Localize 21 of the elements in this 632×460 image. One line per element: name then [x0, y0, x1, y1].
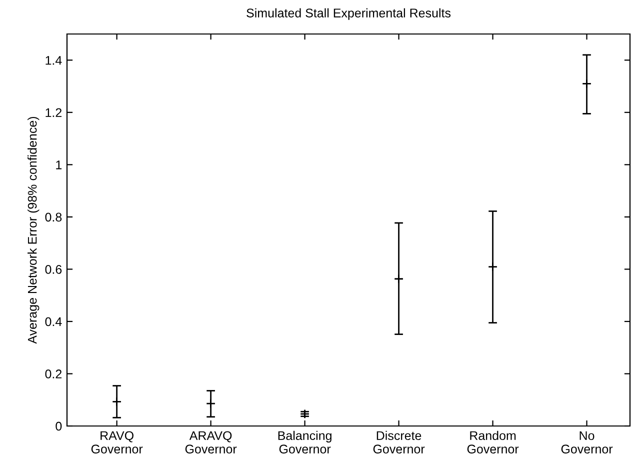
y-tick-label: 0.4 — [45, 317, 62, 326]
point — [112, 396, 122, 407]
y-tick-label: 1.2 — [46, 108, 62, 117]
chart-title: Simulated Stall Experimental Results — [246, 8, 451, 20]
point — [582, 78, 592, 89]
y-tick-label: 0 — [56, 422, 62, 431]
x-tick-label: ARAVQ Governor — [185, 431, 237, 454]
x-tick-label: RAVQ Governor — [91, 431, 143, 454]
y-tick-label: 1 — [56, 160, 62, 170]
x-tick-label: Balancing Governor — [278, 430, 332, 454]
y-tick-label: 0.2 — [45, 370, 62, 378]
x-tick-label: Random Governor — [467, 430, 519, 454]
x-tick-label: Discrete Governor — [373, 430, 425, 454]
point — [206, 398, 216, 408]
y-axis-title: Average Network Error (98% confidence) — [28, 116, 40, 344]
x-tick-label: No Governor — [561, 431, 613, 454]
point — [488, 262, 498, 272]
point — [394, 274, 404, 284]
y-tick-label: 1.4 — [46, 56, 62, 65]
y-tick-label: 0.8 — [45, 212, 62, 222]
y-tick-label: 0.6 — [45, 265, 62, 274]
